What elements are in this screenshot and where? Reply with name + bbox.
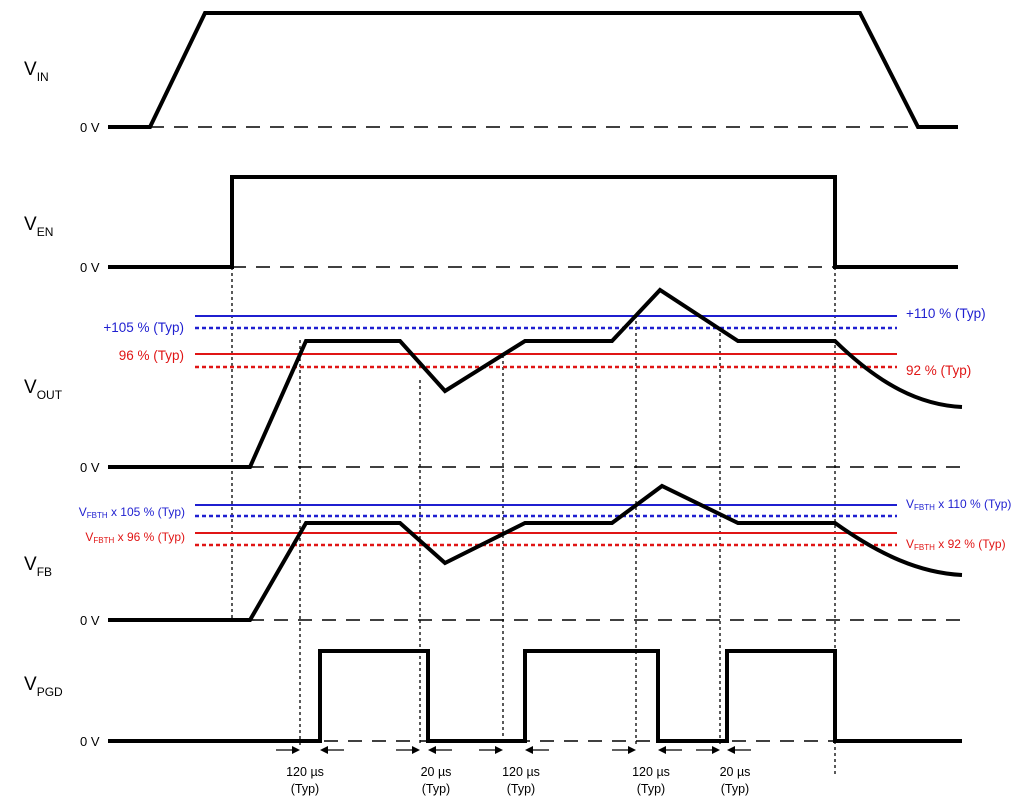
timing-note-2: (Typ) — [422, 782, 450, 796]
vout-waveform — [108, 287, 963, 469]
zero-label-vfb: 0 V — [80, 613, 100, 628]
ven-label: VEN — [24, 214, 53, 239]
timing-note-1: (Typ) — [291, 782, 319, 796]
vfb-ov-rising-label: VFBTH x 105 % (Typ) — [79, 505, 185, 520]
timing-label-1: 120 µs — [286, 765, 324, 779]
timing-arrows — [276, 746, 751, 754]
zero-label-vin: 0 V — [80, 120, 100, 135]
vin-waveform — [108, 11, 958, 129]
vfb-uv-falling-label: VFBTH x 92 % (Typ) — [906, 537, 1006, 552]
zero-label-ven: 0 V — [80, 260, 100, 275]
vout-uv-falling-label: 92 % (Typ) — [906, 363, 971, 378]
ven-waveform — [108, 175, 958, 269]
vout-uv-rising-label: 96 % (Typ) — [119, 348, 184, 363]
zero-label-vout: 0 V — [80, 460, 100, 475]
timing-label-2: 20 µs — [421, 765, 452, 779]
vfb-label: VFB — [24, 554, 52, 579]
zero-label-vpgd: 0 V — [80, 734, 100, 749]
vfb-uv-rising-label: VFBTH x 96 % (Typ) — [85, 530, 185, 545]
vfb-waveform — [108, 483, 963, 622]
timing-note-5: (Typ) — [721, 782, 749, 796]
vout-ov-rising-label: +105 % (Typ) — [103, 320, 184, 335]
vpgd-label: VPGD — [24, 674, 63, 699]
timing-label-3: 120 µs — [502, 765, 540, 779]
vin-label: VIN — [24, 59, 49, 84]
vfb-ov-falling-label: VFBTH x 110 % (Typ) — [906, 497, 1011, 512]
vout-ov-falling-label: +110 % (Typ) — [906, 306, 986, 321]
timing-note-4: (Typ) — [637, 782, 665, 796]
vpgd-waveform — [108, 649, 962, 743]
timing-label-4: 120 µs — [632, 765, 670, 779]
timing-note-3: (Typ) — [507, 782, 535, 796]
timing-label-5: 20 µs — [720, 765, 751, 779]
vout-label: VOUT — [24, 377, 63, 402]
